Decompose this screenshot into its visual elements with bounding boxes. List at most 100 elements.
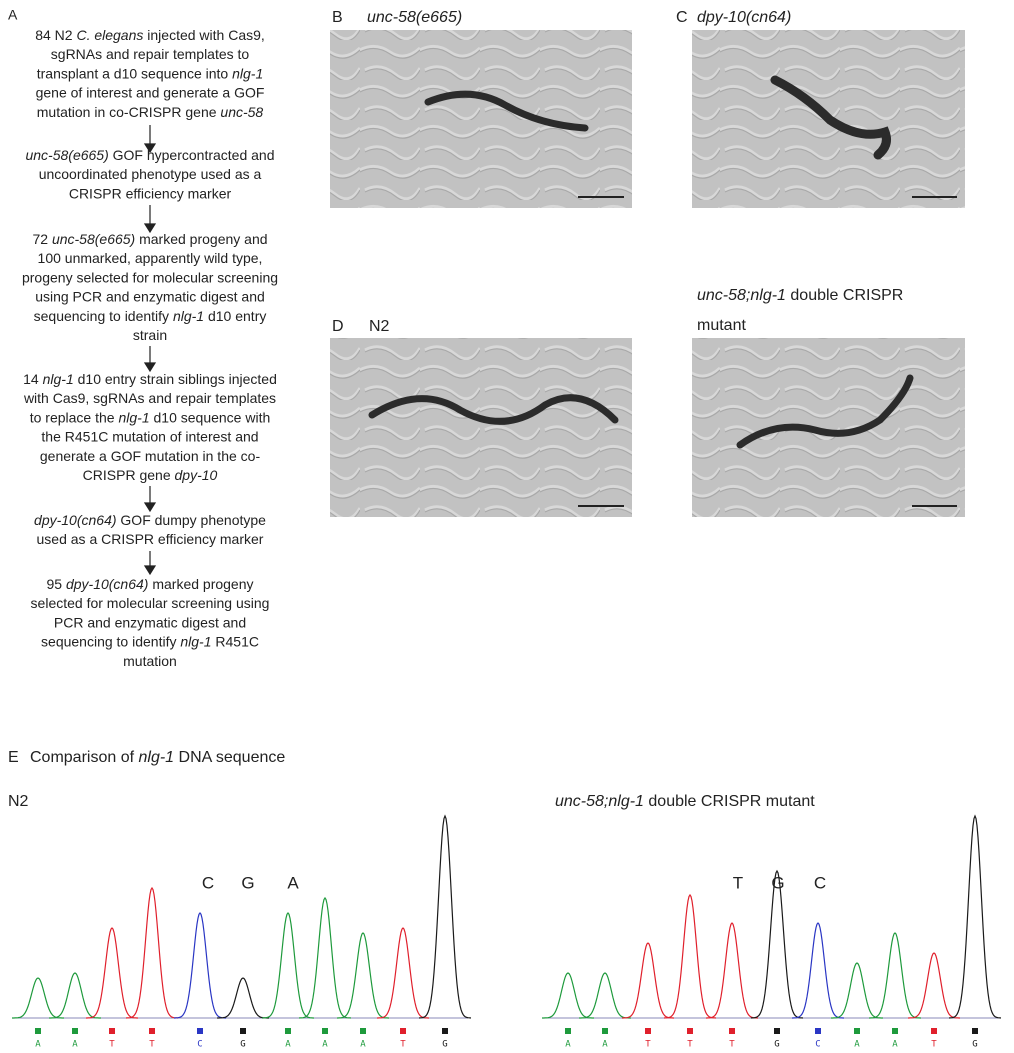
text-run: used as a CRISPR efficiency marker [37,531,264,547]
base-marker [892,1028,898,1034]
text-run: mutation in co-CRISPR gene [37,104,221,120]
flow-step-line: using PCR and enzymatic digest and [35,288,265,304]
text-run: GOF hypercontracted and [109,147,275,163]
trace-title: unc-58;nlg-1 double CRISPR mutant [555,793,815,810]
base-marker [149,1028,155,1034]
base-letter: T [400,1040,406,1050]
panel-title: dpy-10(cn64) [697,9,791,26]
base-letter: A [892,1040,898,1050]
codon-call: C [814,873,826,892]
codon-call: C [202,873,214,892]
base-marker [729,1028,735,1034]
chromatogram-peak [908,952,960,1019]
text-run: generate a GOF mutation in the co- [40,448,261,464]
base-marker [931,1028,937,1034]
flow-step-line: strain [133,327,167,343]
chromatogram-peak [622,942,674,1019]
flow-step-line: with Cas9, sgRNAs and repair templates [23,390,276,406]
flow-step-line: mutation in co-CRISPR gene unc-58 [37,104,264,120]
panel-title: Comparison of nlg-1 DNA sequence [30,749,285,766]
base-marker [565,1028,571,1034]
flow-step-line: progeny selected for molecular screening [22,269,278,285]
chromatogram-peak [337,932,389,1019]
panel-title: N2 [369,318,390,335]
text-run: using PCR and enzymatic digest and [35,288,265,304]
base-letter: A [360,1040,366,1050]
text-run: CRISPR gene [83,467,175,483]
flow-step-line: uncoordinated phenotype used as a [39,166,262,182]
codon-call: G [771,873,784,892]
text-run: d10 entry strain siblings injected [74,371,277,387]
text-run: injected with Cas9, [143,27,264,43]
text-run: unc-58(e665) [52,231,135,247]
base-letter: T [109,1040,115,1050]
panel-label: B [332,9,343,26]
panel-title: unc-58;nlg-1 double CRISPR [697,287,903,304]
text-run: C. elegans [76,27,143,43]
flow-step-line: mutation [123,653,177,669]
text-run: double CRISPR [786,287,903,304]
flow-step-line: sgRNAs and repair templates to [51,46,250,62]
text-run: unc-58 [220,104,263,120]
panel-label: A [8,7,18,23]
text-run: DNA sequence [174,749,285,766]
chromatogram-peak [125,886,179,1019]
base-marker [774,1028,780,1034]
panel-title: mutant [697,317,746,334]
text-run: marked progeny and [135,231,267,247]
chromatogram-peak [663,893,717,1019]
text-run: nlg-1 [173,308,204,324]
text-run: sequencing to identify [34,308,173,324]
text-run: 14 [23,371,42,387]
base-letter: A [602,1040,608,1050]
base-marker [687,1028,693,1034]
text-run: 95 [46,576,65,592]
base-marker [645,1028,651,1034]
base-marker [72,1028,78,1034]
text-run: dpy-10(cn64) [66,576,149,592]
text-run: unc-58;nlg-1 [555,793,644,810]
text-run: unc-58;nlg-1 [697,287,786,304]
text-run: marked progeny [148,576,253,592]
text-run: 84 N2 [35,27,76,43]
text-run: mutant [697,317,746,334]
base-letter: G [442,1040,447,1050]
base-letter: C [197,1040,202,1050]
base-letter: A [854,1040,860,1050]
codon-call: T [733,873,743,892]
flow-step-line: unc-58(e665) GOF hypercontracted and [25,147,274,163]
codon-call: A [287,873,299,892]
base-letter: A [35,1040,41,1050]
base-marker [35,1028,41,1034]
trace-title: N2 [8,793,29,810]
flow-step-line: 72 unc-58(e665) marked progeny and [32,231,267,247]
text-run: nlg-1 [139,749,175,766]
text-run: d10 sequence with [150,409,271,425]
panel-title: unc-58(e665) [367,9,462,26]
panel-label: C [676,9,688,26]
flow-step-line: sequencing to identify nlg-1 d10 entry [34,308,267,324]
text-run: N2 [8,793,29,810]
chromatogram-peak [12,977,64,1019]
base-marker [285,1028,291,1034]
base-letter: T [687,1040,693,1050]
base-marker [972,1028,978,1034]
base-letter: A [72,1040,78,1050]
text-run: the R451C mutation of interest and [41,428,258,444]
text-run: gene of interest and generate a GOF [36,84,265,100]
flow-step-line: the R451C mutation of interest and [41,428,258,444]
chromatogram-peak [831,962,883,1019]
chromatogram-peak [49,972,101,1019]
text-run: double CRISPR mutant [644,793,815,810]
text-run: Comparison of [30,749,139,766]
base-letter: C [815,1040,820,1050]
chromatogram-peak [792,922,844,1019]
base-letter: T [645,1040,651,1050]
chromatogram-peak [174,912,226,1019]
flow-step-line: selected for molecular screening using [31,595,270,611]
chromatogram-peak [706,922,758,1019]
text-run: N2 [369,318,390,335]
text-run: to replace the [30,409,119,425]
flow-step-line: transplant a d10 sequence into nlg-1 [37,65,264,81]
micrograph-b [330,30,632,208]
